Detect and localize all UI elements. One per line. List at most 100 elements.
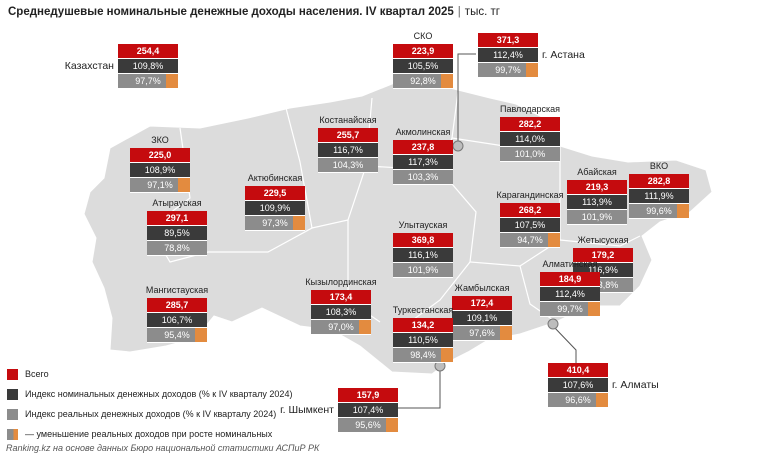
region-stack-mangystau: 285,7 106,7% 95,4% [147, 298, 207, 343]
border-southeast [559, 235, 641, 247]
value-real-pavlodar: 101,0% [500, 147, 560, 162]
region-label-akmola: Акмолинская [395, 127, 451, 137]
value-nominal-akmola: 117,3% [393, 155, 453, 170]
region-stack-astana: 371,3 112,4% 99,7% [478, 33, 538, 78]
region-stack-shymkent: 157,9 107,4% 95,6% [338, 388, 398, 433]
value-nominal-karaganda: 107,5% [500, 218, 560, 233]
region-stack-almaty_obl: 184,9 112,4% 99,7% [540, 272, 600, 317]
region-label-almaty_obl: Алматинская [542, 259, 598, 269]
value-real-zko: 97,1% [130, 178, 190, 193]
region-stack-almaty: 410,4 107,6% 96,6% [548, 363, 608, 408]
value-total-zhambyl: 172,4 [452, 296, 512, 311]
value-total-abay: 219,3 [567, 180, 627, 195]
region-label-aktobe: Актюбинская [247, 173, 303, 183]
region-label-karaganda: Карагандинская [496, 190, 564, 200]
value-nominal-kyzylorda: 108,3% [311, 305, 371, 320]
legend-label-nominal: Индекс номинальных денежных доходов (% к… [25, 389, 293, 399]
value-real-mangystau: 95,4% [147, 328, 207, 343]
value-total-turkestan: 134,2 [393, 318, 453, 333]
value-nominal-turkestan: 110,5% [393, 333, 453, 348]
almaty-marker [547, 318, 559, 330]
region-label-zko: ЗКО [151, 135, 169, 145]
region-label-kostanay: Костанайская [319, 115, 377, 125]
value-nominal-abay: 113,9% [567, 195, 627, 210]
value-total-vko: 282,8 [629, 174, 689, 189]
value-real-karaganda: 94,7% [500, 233, 560, 248]
astana-marker [452, 140, 464, 152]
region-stack-sko: 223,9 105,5% 92,8% [393, 44, 453, 89]
value-total-ulytau: 369,8 [393, 233, 453, 248]
value-nominal-zko: 108,9% [130, 163, 190, 178]
value-real-astana: 99,7% [478, 63, 538, 78]
chart-title: Среднедушевые номинальные денежные доход… [8, 6, 500, 18]
value-real-aktobe: 97,3% [245, 216, 305, 231]
value-real-almaty_obl: 99,7% [540, 302, 600, 317]
value-nominal-almaty_obl: 112,4% [540, 287, 600, 302]
region-label-vko: ВКО [649, 161, 669, 171]
value-nominal-sko: 105,5% [393, 59, 453, 74]
value-total-almaty: 410,4 [548, 363, 608, 378]
unit-text: тыс. тг [464, 6, 500, 18]
region-stack-akmola: 237,8 117,3% 103,3% [393, 140, 453, 185]
value-real-abay: 101,9% [567, 210, 627, 225]
value-total-mangystau: 285,7 [147, 298, 207, 313]
value-real-zhambyl: 97,6% [452, 326, 512, 341]
value-real-atyrau: 78,8% [147, 241, 207, 256]
value-total-akmola: 237,8 [393, 140, 453, 155]
legend-item-nominal: Индекс номинальных денежных доходов (% к… [7, 384, 292, 404]
legend-swatch-real [7, 408, 18, 420]
value-total-zko: 225,0 [130, 148, 190, 163]
value-real-sko: 92,8% [393, 74, 453, 89]
region-stack-turkestan: 134,2 110,5% 98,4% [393, 318, 453, 363]
value-real-almaty: 96,6% [548, 393, 608, 408]
value-nominal-atyrau: 89,5% [147, 226, 207, 241]
callout-shymkent-line [392, 368, 441, 409]
legend-item-decrease: — уменьшение реальных доходов при росте … [7, 424, 292, 444]
legend-swatch-total [7, 368, 18, 380]
region-label-zhetisu: Жетысуская [577, 235, 629, 245]
value-total-almaty_obl: 184,9 [540, 272, 600, 287]
callout-astana-line [457, 53, 476, 146]
region-label-sko: СКО [413, 31, 433, 41]
source-note: Ranking.kz на основе данных Бюро национа… [6, 443, 320, 453]
value-real-vko: 99,6% [629, 204, 689, 219]
region-label-kyzylorda: Кызылординская [305, 277, 377, 287]
region-label-ulytau: Улытауская [398, 220, 448, 230]
region-stack-kazakhstan: 254,4 109,8% 97,7% [118, 44, 178, 89]
value-real-ulytau: 101,9% [393, 263, 453, 278]
value-real-shymkent: 95,6% [338, 418, 398, 433]
region-stack-kostanay: 255,7 116,7% 104,3% [318, 128, 378, 173]
value-real-turkestan: 98,4% [393, 348, 453, 363]
region-label-atyrau: Атырауская [152, 198, 202, 208]
value-nominal-zhambyl: 109,1% [452, 311, 512, 326]
legend-swatch-decrease [7, 428, 18, 440]
value-total-pavlodar: 282,2 [500, 117, 560, 132]
legend-swatch-nominal [7, 388, 18, 400]
value-total-aktobe: 229,5 [245, 186, 305, 201]
legend-label-total: Всего [25, 369, 49, 379]
region-label-zhambyl: Жамбылская [454, 283, 510, 293]
border-east [439, 146, 561, 267]
region-label-kazakhstan: Казахстан [64, 60, 114, 72]
title-separator: | [457, 6, 461, 18]
value-nominal-kazakhstan: 109,8% [118, 59, 178, 74]
value-nominal-kostanay: 116,7% [318, 143, 378, 158]
value-nominal-ulytau: 116,1% [393, 248, 453, 263]
region-label-almaty: г. Алматы [612, 379, 659, 391]
region-stack-zhambyl: 172,4 109,1% 97,6% [452, 296, 512, 341]
legend-label-decrease: — уменьшение реальных доходов при росте … [25, 429, 273, 439]
value-total-astana: 371,3 [478, 33, 538, 48]
value-real-kazakhstan: 97,7% [118, 74, 178, 89]
value-nominal-vko: 111,9% [629, 189, 689, 204]
legend: Всего Индекс номинальных денежных доходо… [7, 364, 292, 444]
region-stack-abay: 219,3 113,9% 101,9% [567, 180, 627, 225]
value-nominal-mangystau: 106,7% [147, 313, 207, 328]
value-total-karaganda: 268,2 [500, 203, 560, 218]
value-real-kostanay: 104,3% [318, 158, 378, 173]
legend-item-real: Индекс реальных денежных доходов (% к IV… [7, 404, 292, 424]
value-nominal-astana: 112,4% [478, 48, 538, 63]
value-total-kazakhstan: 254,4 [118, 44, 178, 59]
region-stack-vko: 282,8 111,9% 99,6% [629, 174, 689, 219]
value-nominal-shymkent: 107,4% [338, 403, 398, 418]
value-total-kyzylorda: 173,4 [311, 290, 371, 305]
